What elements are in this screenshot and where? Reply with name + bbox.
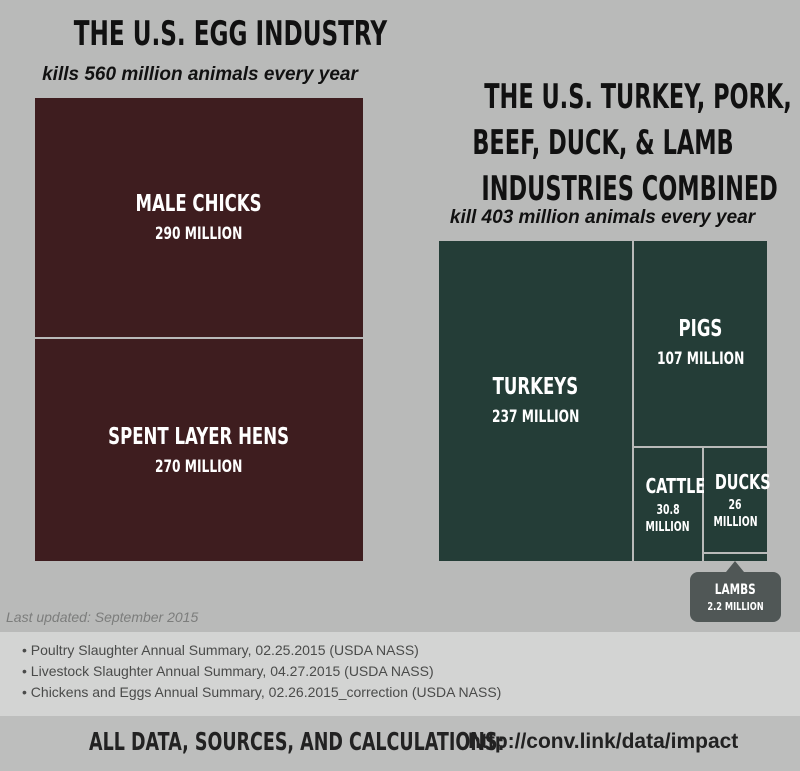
treemap-cell-male-chicks: MALE CHICKS 290 MILLION (35, 98, 363, 337)
turkeys-label: TURKEYS (492, 374, 579, 400)
pigs-value: 107 MILLION (656, 349, 745, 369)
cattle-value-unit: MILLION (645, 520, 690, 535)
treemap-cell-cattle: CATTLE 30.8 MILLION (634, 448, 706, 561)
treemap-cell-turkeys: TURKEYS 237 MILLION (439, 241, 632, 561)
lambs-label: LAMBS (715, 582, 756, 598)
treemap-cell-ducks: DUCKS 26 MILLION (704, 448, 771, 552)
source-item: • Livestock Slaughter Annual Summary, 04… (22, 663, 434, 679)
footer-link[interactable]: http://conv.link/data/impact (468, 730, 739, 753)
spent-layer-hens-value: 270 MILLION (155, 457, 243, 477)
ducks-value: 26 (728, 498, 743, 513)
treemap-cell-lambs (704, 554, 767, 561)
source-item: • Poultry Slaughter Annual Summary, 02.2… (22, 642, 419, 658)
meat-industries-title: THE U.S. TURKEY, PORK, BEEF, DUCK, & LAM… (472, 77, 792, 209)
last-updated-text: Last updated: September 2015 (6, 609, 199, 625)
sources-panel: • Poultry Slaughter Annual Summary, 02.2… (0, 632, 800, 716)
lambs-callout-pointer (726, 561, 744, 572)
egg-industry-title: THE U.S. EGG INDUSTRY (73, 14, 388, 54)
treemap-cell-pigs: PIGS 107 MILLION (634, 241, 767, 446)
source-item: • Chickens and Eggs Annual Summary, 02.2… (22, 684, 502, 700)
turkeys-value: 237 MILLION (491, 407, 580, 427)
lambs-callout: LAMBS 2.2 MILLION (690, 572, 781, 622)
cattle-value: 30.8 (656, 503, 680, 518)
treemap-cell-spent-layer-hens: SPENT LAYER HENS 270 MILLION (35, 339, 363, 561)
sources-list: • Poultry Slaughter Annual Summary, 02.2… (0, 632, 800, 703)
male-chicks-label: MALE CHICKS (135, 191, 262, 217)
footer-label: ALL DATA, SOURCES, AND CALCULATIONS: (89, 727, 505, 756)
egg-industry-subtitle: kills 560 million animals every year (42, 64, 358, 85)
ducks-label: DUCKS (714, 470, 771, 494)
male-chicks-value: 290 MILLION (155, 224, 243, 244)
spent-layer-hens-label: SPENT LAYER HENS (108, 424, 290, 450)
meat-industries-subtitle: kill 403 million animals every year (449, 207, 756, 228)
cattle-label: CATTLE (645, 474, 706, 498)
ducks-value-unit: MILLION (713, 515, 758, 530)
pigs-label: PIGS (678, 316, 723, 342)
footer-bar: ALL DATA, SOURCES, AND CALCULATIONS: htt… (0, 716, 800, 771)
lambs-value: 2.2 MILLION (707, 600, 764, 613)
